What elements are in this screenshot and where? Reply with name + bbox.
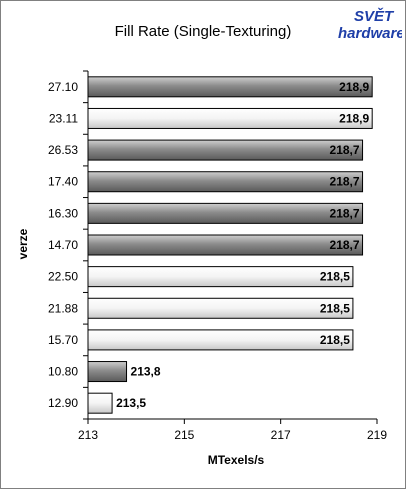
bar [87, 202, 364, 224]
bar-value-label: 218,7 [330, 206, 360, 220]
y-tick-label: 23.11 [49, 111, 78, 125]
bar-value-label: 218,5 [320, 270, 350, 284]
y-tick-label: 21.88 [48, 301, 78, 315]
y-tick-label: 14.70 [48, 238, 78, 252]
bar-value-label: 218,7 [330, 143, 360, 157]
bar [87, 392, 113, 414]
bar [87, 171, 364, 193]
y-tick-label: 26.53 [48, 143, 78, 157]
y-tick-label: 10.80 [48, 365, 78, 379]
bar-value-label: 218,5 [320, 301, 350, 315]
y-tick-label: 27.10 [48, 80, 78, 94]
x-tick-label: 213 [78, 428, 98, 442]
logo-line2: hardware [338, 25, 402, 42]
svet-hardware-logo: SVĚT hardware [338, 7, 402, 42]
bar [87, 266, 354, 288]
bar [87, 76, 373, 98]
bar [87, 329, 354, 351]
y-tick-label: 12.90 [48, 396, 78, 410]
bar-value-label: 213,8 [131, 365, 161, 379]
bar [87, 297, 354, 319]
bar-value-label: 218,7 [330, 238, 360, 252]
y-tick-label: 16.30 [48, 206, 78, 220]
y-tick-label: 22.50 [48, 270, 78, 284]
logo-line1: SVĚT [354, 7, 395, 25]
bar-value-label: 218,9 [339, 80, 369, 94]
bar [87, 139, 364, 161]
chart-title: Fill Rate (Single-Texturing) [114, 23, 292, 40]
bar [87, 234, 364, 256]
bar-value-label: 213,5 [116, 396, 146, 410]
x-tick-label: 219 [367, 428, 387, 442]
y-tick-label: 15.70 [48, 333, 78, 347]
x-tick-label: 215 [174, 428, 194, 442]
bar-value-label: 218,7 [330, 175, 360, 189]
bar [87, 107, 373, 129]
y-tick-label: 17.40 [48, 175, 78, 189]
x-axis-label: MTexels/s [207, 453, 265, 467]
bar [87, 361, 128, 383]
bar-value-label: 218,5 [320, 333, 350, 347]
bar-value-label: 218,9 [339, 111, 369, 125]
x-tick-label: 217 [271, 428, 291, 442]
